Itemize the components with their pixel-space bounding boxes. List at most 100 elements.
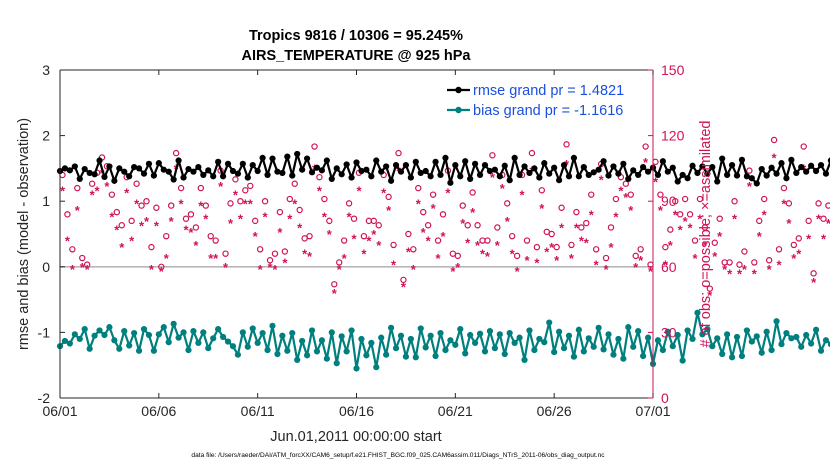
bias-point (219, 333, 227, 341)
obs-possible-point (395, 149, 402, 157)
obs-assimilated-point: * (648, 264, 654, 279)
bias-point (180, 329, 187, 336)
obs-assimilated-point: * (490, 170, 496, 185)
rmse-point (368, 173, 375, 180)
bias-point (249, 325, 256, 332)
obs-assimilated-point: * (104, 179, 110, 194)
rmse-point (580, 163, 587, 171)
bias-point (531, 347, 538, 354)
obs-assimilated-point: * (776, 258, 782, 273)
bias-point (318, 337, 326, 344)
obs-assimilated-point: * (90, 188, 96, 203)
obs-assimilated-point: * (465, 236, 471, 251)
obs-assimilated-point: * (253, 229, 259, 244)
rmse-point (387, 177, 395, 184)
obs-assimilated-point: * (60, 183, 66, 198)
rmse-point (274, 168, 281, 175)
rmse-point (728, 162, 736, 169)
bias-point (788, 335, 795, 342)
obs-possible-point (301, 235, 308, 242)
obs-assimilated-point: * (554, 253, 560, 268)
bias-point (259, 329, 266, 337)
bias-point (669, 343, 676, 350)
y-tick-label: 2 (42, 128, 50, 144)
bias-point (303, 352, 311, 359)
obs-assimilated-point: * (65, 234, 71, 249)
obs-assimilated-point: * (816, 212, 822, 227)
bias-point (674, 331, 681, 339)
rmse-point (343, 161, 350, 168)
bias-point (585, 335, 592, 342)
bias-point (541, 339, 548, 346)
bias-point (827, 341, 830, 348)
bias-point (595, 324, 602, 331)
bias-point (822, 337, 830, 344)
obs-possible-point (153, 204, 160, 211)
rmse-point (86, 169, 93, 177)
obs-possible-point (118, 222, 125, 229)
obs-assimilated-point: * (228, 216, 234, 231)
obs-possible-point (696, 195, 704, 203)
bias-point (560, 345, 568, 352)
rmse-point (417, 169, 424, 177)
x-tick-label: 06/01 (42, 403, 77, 419)
obs-assimilated-point: * (599, 172, 605, 187)
rmse-point (126, 173, 133, 180)
bias-point (264, 347, 271, 354)
obs-assimilated-point: * (436, 251, 442, 266)
obs-assimilated-point: * (559, 220, 565, 235)
obs-assimilated-point: * (455, 260, 461, 275)
bias-point (101, 331, 108, 339)
bias-point (467, 331, 474, 339)
obs-assimilated-point: * (717, 229, 723, 244)
bias-point (630, 343, 637, 350)
bias-point (373, 364, 380, 371)
rmse-point (551, 164, 558, 171)
rmse-point (91, 171, 98, 178)
obs-assimilated-point: * (213, 251, 219, 266)
obs-assimilated-point: * (129, 234, 135, 249)
bias-point (620, 355, 627, 362)
rmse-point (279, 169, 286, 177)
obs-possible-point (612, 195, 620, 203)
obs-possible-point (489, 152, 496, 159)
obs-possible-point (108, 191, 116, 198)
y-tick-label: 1 (42, 193, 50, 209)
bias-point (570, 353, 578, 360)
obs-assimilated-point: * (762, 207, 768, 222)
rmse-point (640, 163, 647, 171)
obs-possible-point (405, 230, 412, 238)
obs-assimilated-point: * (134, 196, 140, 211)
rmse-point (595, 166, 602, 173)
obs-possible-point (795, 235, 802, 242)
obs-possible-point (508, 232, 516, 240)
obs-assimilated-point: * (223, 260, 229, 275)
obs-possible-point (286, 195, 293, 203)
obs-assimilated-point: * (707, 288, 713, 303)
obs-possible-point (336, 259, 343, 266)
rmse-point (318, 167, 326, 174)
obs-assimilated-point: * (297, 220, 303, 235)
obs-assimilated-point: * (520, 188, 526, 203)
rmse-point (116, 165, 123, 172)
obs-assimilated-point: * (445, 185, 451, 200)
rmse-point (704, 170, 711, 177)
legend-rmse-marker (455, 86, 462, 94)
bias-point (605, 331, 612, 338)
rmse-point (269, 155, 276, 162)
obs-assimilated-point: * (109, 210, 115, 225)
rmse-point (205, 167, 212, 174)
obs-assimilated-point: * (277, 225, 283, 240)
bias-point (234, 351, 241, 358)
rmse-point (773, 170, 780, 177)
rmse-point (210, 173, 217, 180)
rmse-point (121, 168, 128, 175)
bias-point (491, 345, 498, 352)
bias-point (447, 337, 454, 344)
obs-possible-point (523, 237, 531, 244)
obs-possible-point (775, 246, 783, 253)
obs-possible-point (202, 202, 209, 209)
obs-assimilated-point: * (139, 218, 145, 233)
rmse-point (585, 171, 592, 179)
chart-title: Tropics 9816 / 10306 = 95.245% (249, 28, 463, 44)
